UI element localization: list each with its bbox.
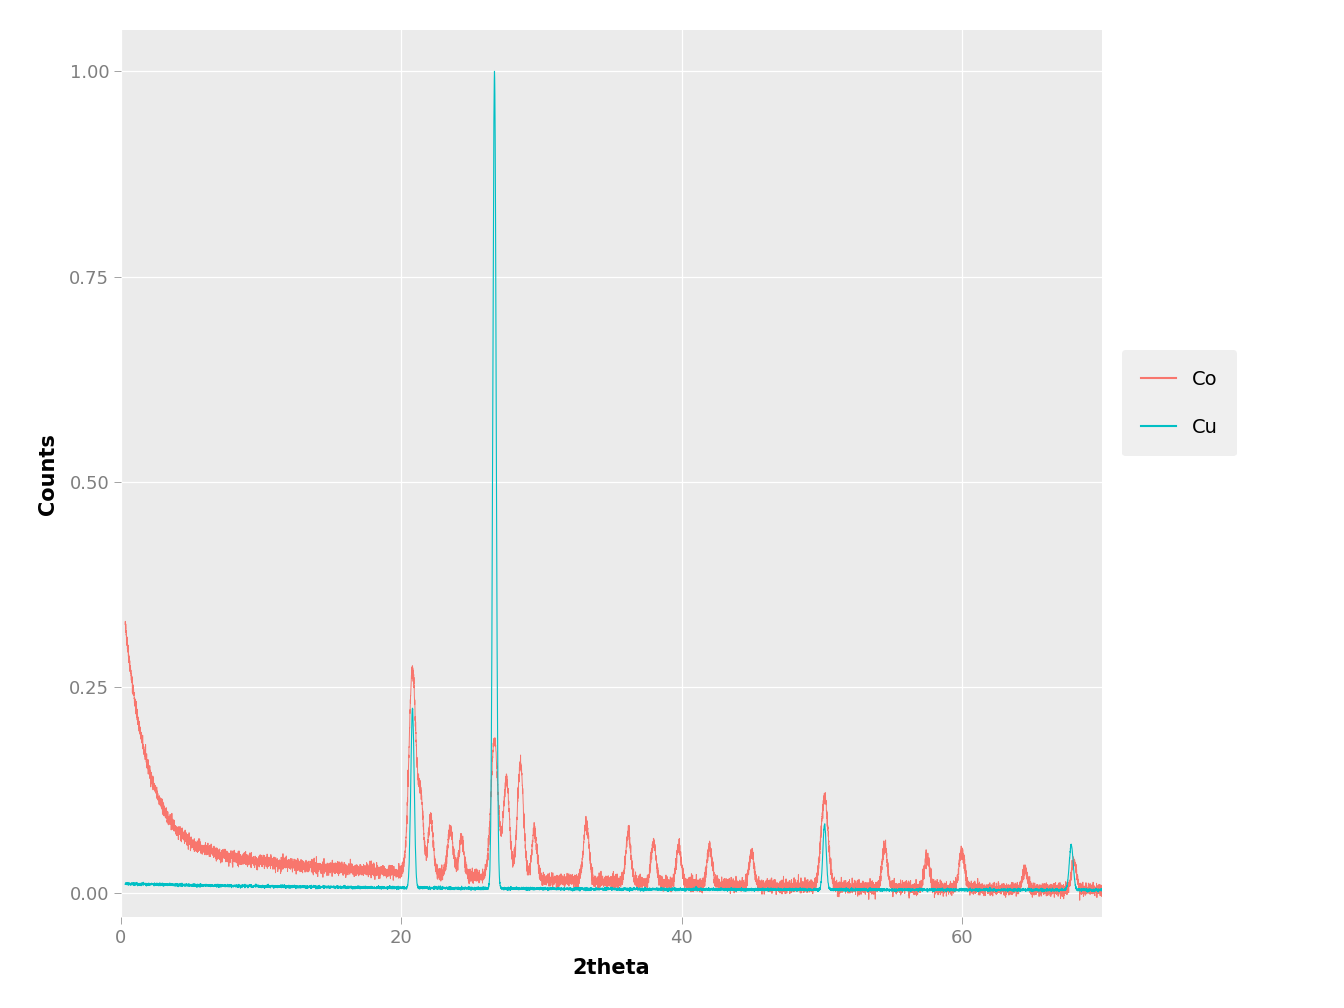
X-axis label: 2theta: 2theta [573,959,650,978]
Y-axis label: Counts: Counts [38,432,58,515]
Legend: Co, Cu: Co, Cu [1122,351,1236,457]
